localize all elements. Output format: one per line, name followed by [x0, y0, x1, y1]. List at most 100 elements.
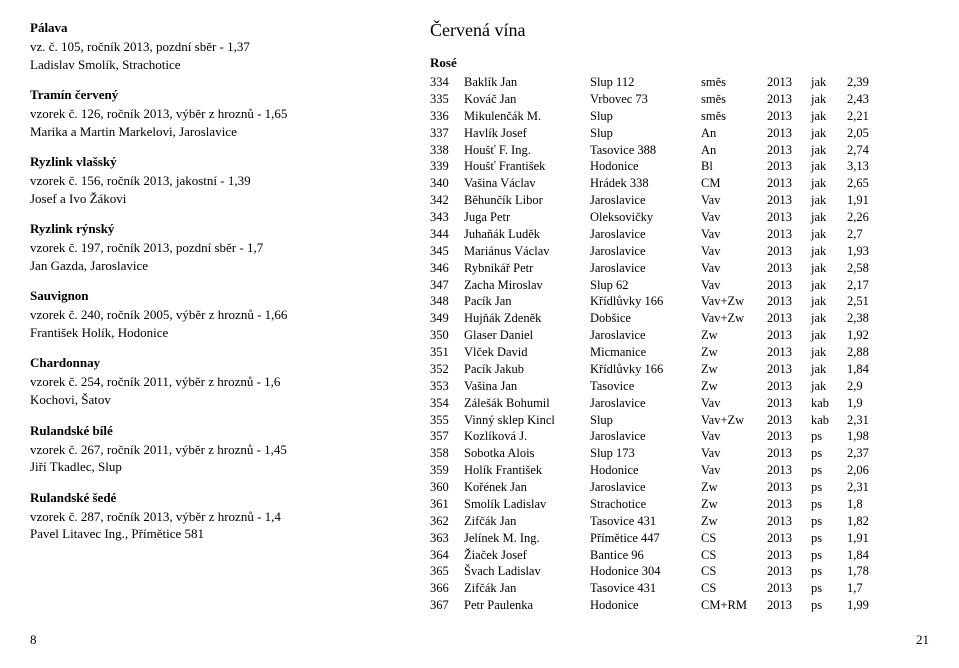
right-column: Červená vína Rosé 334Baklík JanSlup 112s… — [430, 20, 929, 614]
table-cell: Sobotka Alois — [464, 445, 590, 462]
table-cell: 338 — [430, 142, 464, 159]
table-cell: 2013 — [767, 209, 811, 226]
table-cell: jak — [811, 158, 847, 175]
table-cell: Micmanice — [590, 344, 701, 361]
table-cell: 353 — [430, 378, 464, 395]
page-wrap: Pálavavz. č. 105, ročník 2013, pozdní sb… — [30, 20, 929, 614]
table-row: 335Kováč JanVrbovec 73směs2013jak2,43 — [430, 91, 929, 108]
table-cell: 2013 — [767, 175, 811, 192]
table-cell: 2013 — [767, 445, 811, 462]
table-cell: 2013 — [767, 327, 811, 344]
wine-block: Ryzlink vlašskývzorek č. 156, ročník 201… — [30, 154, 390, 207]
table-cell: Hodonice — [590, 462, 701, 479]
table-cell: Slup 112 — [590, 74, 701, 91]
wine-heading: Tramín červený — [30, 87, 390, 103]
table-cell: jak — [811, 226, 847, 243]
footer: 8 21 — [30, 632, 929, 648]
table-row: 337Havlík JosefSlupAn2013jak2,05 — [430, 125, 929, 142]
table-row: 366Zifčák JanTasovice 431CS2013ps1,7 — [430, 580, 929, 597]
table-cell: 2,74 — [847, 142, 929, 159]
table-cell: Smolík Ladislav — [464, 496, 590, 513]
table-row: 359Holík FrantišekHodoniceVav2013ps2,06 — [430, 462, 929, 479]
table-cell: jak — [811, 192, 847, 209]
table-cell: Zacha Miroslav — [464, 277, 590, 294]
wine-line: Josef a Ivo Žákovi — [30, 190, 390, 208]
table-row: 357Kozlíková J.JaroslaviceVav2013ps1,98 — [430, 428, 929, 445]
table-cell: Přímětice 447 — [590, 530, 701, 547]
table-cell: Zw — [701, 327, 767, 344]
table-cell: Jaroslavice — [590, 479, 701, 496]
table-cell: Houšť F. Ing. — [464, 142, 590, 159]
wine-line: Marika a Martin Markelovi, Jaroslavice — [30, 123, 390, 141]
table-cell: Kořének Jan — [464, 479, 590, 496]
table-cell: Vav — [701, 226, 767, 243]
table-cell: 2013 — [767, 158, 811, 175]
table-cell: Kozlíková J. — [464, 428, 590, 445]
table-cell: Hodonice 304 — [590, 563, 701, 580]
table-cell: Houšť František — [464, 158, 590, 175]
table-cell: Glaser Daniel — [464, 327, 590, 344]
table-cell: 357 — [430, 428, 464, 445]
table-row: 338Houšť F. Ing.Tasovice 388An2013jak2,7… — [430, 142, 929, 159]
table-cell: 2,05 — [847, 125, 929, 142]
wine-heading: Pálava — [30, 20, 390, 36]
table-row: 349Hujňák ZdeněkDobšiceVav+Zw2013jak2,38 — [430, 310, 929, 327]
section-title: Červená vína — [430, 20, 929, 41]
wine-line: Kochovi, Šatov — [30, 391, 390, 409]
table-cell: jak — [811, 74, 847, 91]
table-cell: Dobšice — [590, 310, 701, 327]
table-cell: Slup — [590, 125, 701, 142]
table-cell: Tasovice — [590, 378, 701, 395]
table-cell: jak — [811, 277, 847, 294]
table-cell: ps — [811, 462, 847, 479]
wine-line: vzorek č. 156, ročník 2013, jakostní - 1… — [30, 172, 390, 190]
table-row: 350Glaser DanielJaroslaviceZw2013jak1,92 — [430, 327, 929, 344]
table-row: 363Jelínek M. Ing.Přímětice 447CS2013ps1… — [430, 530, 929, 547]
table-cell: Hodonice — [590, 597, 701, 614]
table-cell: Vav — [701, 192, 767, 209]
table-cell: Křídlůvky 166 — [590, 293, 701, 310]
table-cell: 2013 — [767, 580, 811, 597]
table-row: 364Žiaček JosefBantice 96CS2013ps1,84 — [430, 547, 929, 564]
table-cell: 355 — [430, 412, 464, 429]
wine-heading: Sauvignon — [30, 288, 390, 304]
table-cell: jak — [811, 378, 847, 395]
table-cell: 2013 — [767, 344, 811, 361]
table-cell: Vrbovec 73 — [590, 91, 701, 108]
table-cell: Jaroslavice — [590, 428, 701, 445]
table-row: 353Vašina JanTasoviceZw2013jak2,9 — [430, 378, 929, 395]
table-cell: 2,9 — [847, 378, 929, 395]
table-cell: 348 — [430, 293, 464, 310]
table-cell: jak — [811, 125, 847, 142]
table-row: 362Zifčák JanTasovice 431Zw2013ps1,82 — [430, 513, 929, 530]
table-cell: 351 — [430, 344, 464, 361]
table-cell: Vav — [701, 445, 767, 462]
table-cell: Vašina Václav — [464, 175, 590, 192]
table-cell: Vav — [701, 260, 767, 277]
table-cell: Havlík Josef — [464, 125, 590, 142]
table-cell: jak — [811, 260, 847, 277]
table-cell: 342 — [430, 192, 464, 209]
table-cell: 2013 — [767, 142, 811, 159]
table-cell: 3,13 — [847, 158, 929, 175]
table-row: 355Vinný sklep KinclSlupVav+Zw2013kab2,3… — [430, 412, 929, 429]
table-cell: jak — [811, 361, 847, 378]
table-cell: 358 — [430, 445, 464, 462]
table-row: 344Juhaňák LuděkJaroslaviceVav2013jak2,7 — [430, 226, 929, 243]
table-cell: ps — [811, 496, 847, 513]
table-cell: 336 — [430, 108, 464, 125]
table-cell: Vašina Jan — [464, 378, 590, 395]
table-cell: 350 — [430, 327, 464, 344]
table-cell: ps — [811, 513, 847, 530]
table-cell: Bl — [701, 158, 767, 175]
table-cell: Vav — [701, 277, 767, 294]
table-cell: 346 — [430, 260, 464, 277]
wine-line: František Holík, Hodonice — [30, 324, 390, 342]
wine-line: vzorek č. 126, ročník 2013, výběr z hroz… — [30, 105, 390, 123]
table-cell: 334 — [430, 74, 464, 91]
table-cell: 2013 — [767, 226, 811, 243]
table-cell: 2013 — [767, 310, 811, 327]
table-cell: Hrádek 338 — [590, 175, 701, 192]
table-cell: 2013 — [767, 513, 811, 530]
table-cell: 2,43 — [847, 91, 929, 108]
